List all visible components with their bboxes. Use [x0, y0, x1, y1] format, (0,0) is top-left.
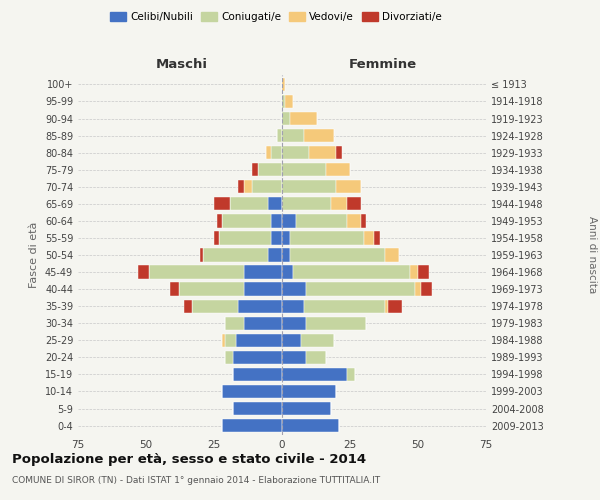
Bar: [282, 282, 307, 296]
Bar: [192, 300, 238, 313]
Bar: [347, 368, 355, 381]
Bar: [364, 232, 374, 244]
Bar: [388, 300, 401, 313]
Bar: [268, 248, 282, 262]
Bar: [170, 282, 179, 296]
Bar: [277, 129, 282, 142]
Bar: [282, 129, 304, 142]
Bar: [296, 214, 347, 228]
Bar: [410, 266, 418, 278]
Bar: [225, 334, 236, 347]
Bar: [290, 248, 385, 262]
Bar: [230, 197, 268, 210]
Bar: [347, 214, 361, 228]
Bar: [282, 180, 337, 194]
Bar: [307, 316, 367, 330]
Bar: [282, 78, 285, 91]
Bar: [337, 180, 361, 194]
Bar: [271, 146, 282, 160]
Bar: [282, 419, 339, 432]
Legend: Celibi/Nubili, Coniugati/e, Vedovi/e, Divorziati/e: Celibi/Nubili, Coniugati/e, Vedovi/e, Di…: [106, 8, 446, 26]
Bar: [309, 146, 337, 160]
Bar: [184, 300, 192, 313]
Text: Maschi: Maschi: [155, 58, 208, 70]
Bar: [238, 300, 282, 313]
Bar: [233, 350, 282, 364]
Bar: [217, 214, 222, 228]
Bar: [282, 112, 290, 125]
Bar: [149, 266, 244, 278]
Bar: [331, 197, 347, 210]
Bar: [347, 197, 361, 210]
Bar: [421, 282, 431, 296]
Bar: [385, 248, 399, 262]
Bar: [293, 266, 410, 278]
Text: Anni di nascita: Anni di nascita: [587, 216, 597, 294]
Bar: [282, 248, 290, 262]
Bar: [203, 248, 268, 262]
Bar: [282, 334, 301, 347]
Text: Popolazione per età, sesso e stato civile - 2014: Popolazione per età, sesso e stato civil…: [12, 452, 366, 466]
Bar: [326, 163, 350, 176]
Bar: [361, 214, 367, 228]
Bar: [222, 385, 282, 398]
Bar: [266, 146, 271, 160]
Bar: [222, 214, 271, 228]
Bar: [304, 300, 385, 313]
Bar: [282, 350, 307, 364]
Bar: [282, 368, 347, 381]
Bar: [222, 419, 282, 432]
Bar: [282, 95, 285, 108]
Bar: [282, 385, 337, 398]
Bar: [307, 350, 326, 364]
Bar: [290, 112, 317, 125]
Bar: [225, 316, 244, 330]
Bar: [252, 163, 257, 176]
Bar: [138, 266, 149, 278]
Bar: [307, 282, 415, 296]
Bar: [271, 232, 282, 244]
Bar: [290, 232, 364, 244]
Bar: [282, 232, 290, 244]
Bar: [214, 197, 230, 210]
Bar: [282, 402, 331, 415]
Bar: [282, 163, 326, 176]
Bar: [304, 129, 334, 142]
Bar: [222, 334, 225, 347]
Bar: [282, 146, 309, 160]
Bar: [282, 214, 296, 228]
Bar: [415, 282, 421, 296]
Bar: [244, 282, 282, 296]
Bar: [385, 300, 388, 313]
Text: Femmine: Femmine: [349, 58, 417, 70]
Bar: [244, 266, 282, 278]
Bar: [200, 248, 203, 262]
Bar: [418, 266, 429, 278]
Bar: [225, 350, 233, 364]
Bar: [268, 197, 282, 210]
Bar: [301, 334, 334, 347]
Bar: [337, 146, 342, 160]
Bar: [244, 316, 282, 330]
Bar: [285, 95, 293, 108]
Bar: [238, 180, 244, 194]
Bar: [220, 232, 271, 244]
Bar: [179, 282, 244, 296]
Bar: [233, 368, 282, 381]
Bar: [282, 300, 304, 313]
Bar: [374, 232, 380, 244]
Bar: [271, 214, 282, 228]
Y-axis label: Fasce di età: Fasce di età: [29, 222, 39, 288]
Bar: [282, 266, 293, 278]
Bar: [236, 334, 282, 347]
Bar: [233, 402, 282, 415]
Bar: [252, 180, 282, 194]
Bar: [244, 180, 252, 194]
Bar: [282, 316, 307, 330]
Bar: [282, 197, 331, 210]
Bar: [257, 163, 282, 176]
Text: COMUNE DI SIROR (TN) - Dati ISTAT 1° gennaio 2014 - Elaborazione TUTTITALIA.IT: COMUNE DI SIROR (TN) - Dati ISTAT 1° gen…: [12, 476, 380, 485]
Bar: [214, 232, 220, 244]
